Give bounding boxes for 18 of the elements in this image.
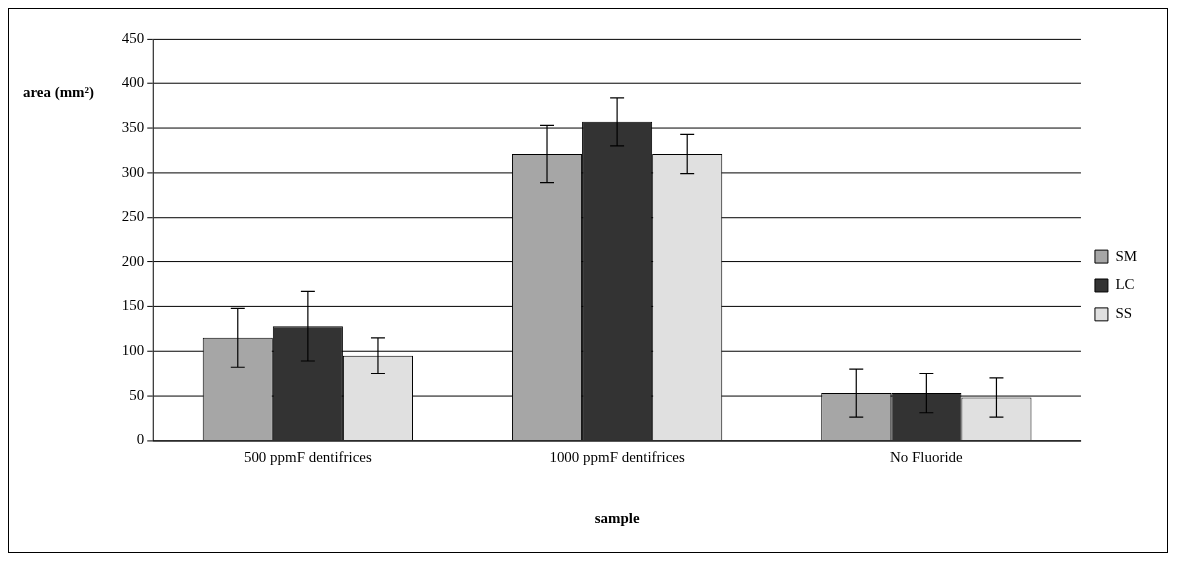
- y-tick-label: 0: [136, 431, 145, 448]
- y-tick-label: 200: [121, 252, 145, 269]
- legend-label: SS: [1115, 305, 1133, 322]
- x-tick-label: No Fluoride: [890, 449, 964, 466]
- y-tick-label: 100: [121, 342, 145, 359]
- y-tick-label: 150: [121, 297, 145, 314]
- x-axis-title: sample: [594, 509, 640, 526]
- legend-label: SM: [1115, 247, 1138, 264]
- legend-label: LC: [1115, 276, 1135, 293]
- y-tick-label: 300: [121, 163, 145, 180]
- y-tick-label: 350: [121, 119, 145, 136]
- y-tick-label: 250: [121, 208, 145, 225]
- y-tick-label: 450: [121, 29, 145, 46]
- y-axis-title: area (mm²): [22, 84, 95, 102]
- y-tick-label: 400: [121, 74, 145, 91]
- y-tick-label: 50: [129, 386, 145, 403]
- x-tick-label: 500 ppmF dentifrices: [243, 449, 373, 466]
- x-tick-label: 1000 ppmF dentifrices: [549, 449, 685, 466]
